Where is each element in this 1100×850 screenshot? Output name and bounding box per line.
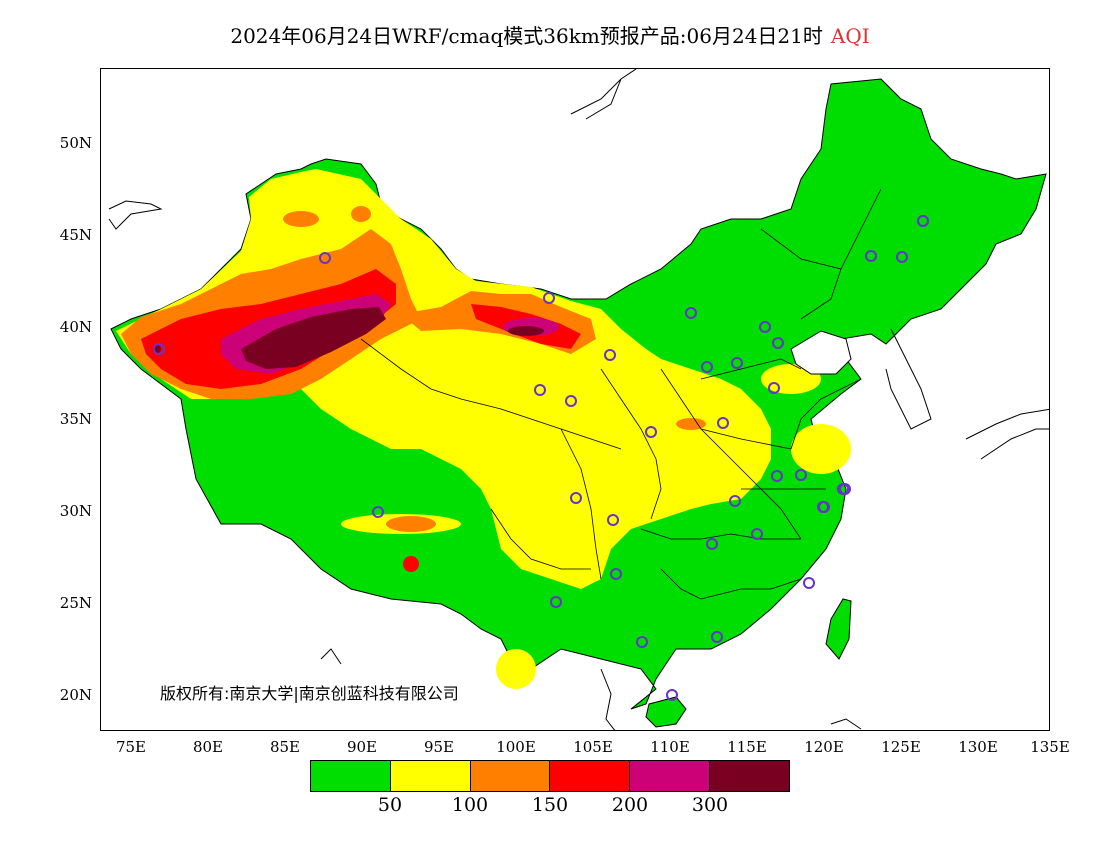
- legend-swatch: [550, 761, 631, 791]
- x-tick-label: 90E: [346, 738, 378, 756]
- y-tick-label: 35N: [59, 410, 92, 428]
- station-marker: [645, 426, 657, 438]
- station-marker: [731, 357, 743, 369]
- y-tick-label: 30N: [59, 502, 92, 520]
- lake-coastline: [570, 69, 637, 120]
- station-marker: [772, 337, 784, 349]
- legend-threshold: 50: [377, 794, 403, 816]
- y-tick-label: 40N: [59, 318, 92, 336]
- station-marker: [534, 384, 546, 396]
- aqi-patch-unhealthy: [403, 556, 419, 572]
- y-tick-label: 25N: [59, 594, 92, 612]
- aqi-patch-moderate: [496, 649, 536, 689]
- station-marker: [706, 538, 718, 550]
- monitoring-stations: [153, 215, 929, 701]
- legend-threshold: 200: [611, 794, 649, 816]
- station-marker: [717, 417, 729, 429]
- y-tick-label: 20N: [59, 686, 92, 704]
- aqi-map: [108, 69, 1049, 730]
- station-marker: [759, 321, 771, 333]
- station-marker: [865, 250, 877, 262]
- station-marker: [803, 577, 815, 589]
- bohai-sea: [790, 330, 852, 375]
- station-marker: [607, 514, 619, 526]
- aqi-patch-sensitive: [283, 211, 319, 227]
- legend-swatch: [630, 761, 711, 791]
- kazakh-border-line: [108, 200, 163, 230]
- station-marker: [570, 492, 582, 504]
- station-marker: [685, 307, 697, 319]
- station-marker: [751, 528, 763, 540]
- x-tick-label: 95E: [423, 738, 455, 756]
- color-legend: [310, 760, 790, 792]
- hainan-island: [645, 696, 687, 728]
- x-tick-label: 125E: [881, 738, 921, 756]
- japan-coastline: [965, 408, 1049, 460]
- station-marker: [795, 469, 807, 481]
- legend-swatch: [710, 761, 789, 791]
- station-marker: [604, 349, 616, 361]
- x-tick-label: 75E: [115, 738, 147, 756]
- x-tick-label: 100E: [496, 738, 536, 756]
- legend-swatch: [470, 761, 551, 791]
- station-marker: [818, 501, 830, 513]
- station-marker: [839, 483, 851, 495]
- station-marker: [917, 215, 929, 227]
- title-variable: AQI: [830, 24, 870, 48]
- legend-threshold: 100: [451, 794, 489, 816]
- station-marker: [666, 689, 678, 701]
- station-marker: [550, 596, 562, 608]
- province-boundaries: [360, 188, 882, 600]
- aqi-patch-moderate: [791, 424, 851, 474]
- copyright-note: 版权所有:南京大学|南京创蓝科技有限公司: [160, 684, 459, 703]
- x-tick-label: 130E: [958, 738, 998, 756]
- station-marker: [636, 636, 648, 648]
- x-tick-label: 135E: [1030, 738, 1070, 756]
- aqi-zone-hazardous: [241, 307, 386, 369]
- station-marker: [711, 631, 723, 643]
- station-marker: [372, 506, 384, 518]
- station-marker: [319, 252, 331, 264]
- x-tick-label: 105E: [573, 738, 613, 756]
- station-marker: [565, 395, 577, 407]
- aqi-patch-sensitive: [676, 418, 706, 430]
- station-marker: [729, 495, 741, 507]
- y-tick-label: 45N: [59, 226, 92, 244]
- station-marker: [768, 382, 780, 394]
- x-tick-label: 80E: [192, 738, 224, 756]
- y-tick-label: 50N: [59, 134, 92, 152]
- aqi-patch-moderate: [761, 364, 821, 394]
- station-marker: [896, 251, 908, 263]
- x-tick-label: 120E: [804, 738, 844, 756]
- x-tick-label: 85E: [269, 738, 301, 756]
- station-marker: [771, 470, 783, 482]
- station-marker: [153, 343, 165, 355]
- title-text: 2024年06月24日WRF/cmaq模式36km预报产品:06月24日21时: [230, 24, 823, 48]
- south-coastline: [320, 648, 862, 730]
- aqi-patch-sensitive: [386, 516, 436, 532]
- x-tick-label: 115E: [727, 738, 767, 756]
- legend-swatch: [311, 761, 391, 791]
- station-marker: [543, 292, 555, 304]
- korea-coastline: [885, 328, 932, 430]
- legend-swatch: [390, 761, 471, 791]
- station-marker: [701, 361, 713, 373]
- legend-threshold: 300: [691, 794, 729, 816]
- station-marker: [610, 568, 622, 580]
- legend-threshold: 150: [531, 794, 569, 816]
- map-title: 2024年06月24日WRF/cmaq模式36km预报产品:06月24日21时 A…: [0, 20, 1100, 49]
- aqi-patch-hazardous: [508, 326, 544, 336]
- taiwan-island: [825, 598, 852, 660]
- aqi-patch-sensitive: [351, 206, 371, 222]
- map-area: [100, 68, 1050, 731]
- x-tick-label: 110E: [650, 738, 690, 756]
